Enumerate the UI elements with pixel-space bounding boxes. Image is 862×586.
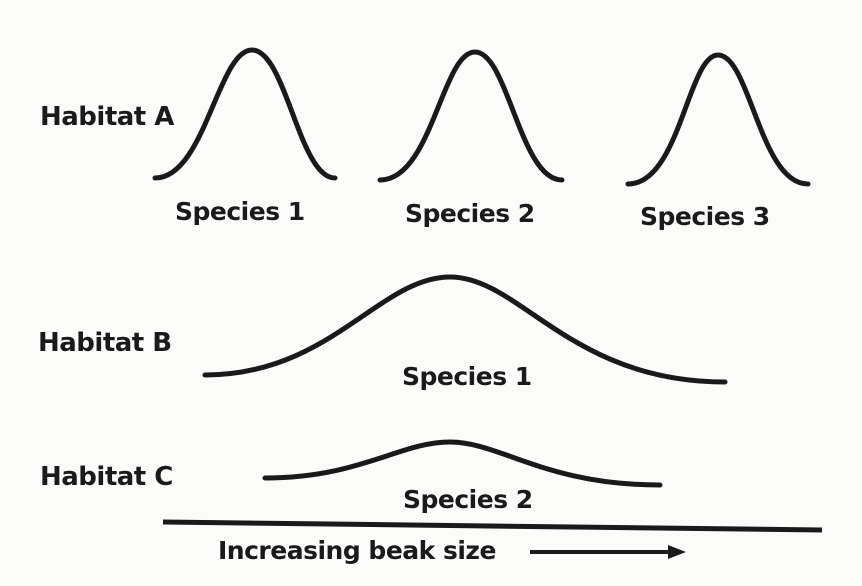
habitat-b-species-1-label: Species 1: [402, 362, 532, 391]
habitat-a-species-3-label: Species 3: [640, 202, 770, 231]
habitat-a-label: Habitat A: [40, 102, 174, 132]
habitat-c-species-2-label: Species 2: [403, 485, 533, 514]
habitat-b-label: Habitat B: [38, 328, 172, 358]
habitat-a-species-1-label: Species 1: [175, 197, 305, 226]
habitat-a-species-2-label: Species 2: [405, 199, 535, 228]
habitat-a-species-2-curve: [377, 49, 565, 183]
habitat-b-species-1-curve: [202, 274, 728, 385]
axis-arrow-head: [668, 545, 686, 559]
habitat-a-species-1-curve: [152, 47, 338, 181]
habitat-c-species-2-curve: [262, 439, 663, 488]
beak-size-axis-label: Increasing beak size: [218, 536, 496, 565]
beak-size-axis-line: [162, 519, 823, 533]
habitat-c-label: Habitat C: [40, 462, 173, 492]
habitat-a-species-3-curve: [625, 52, 811, 187]
